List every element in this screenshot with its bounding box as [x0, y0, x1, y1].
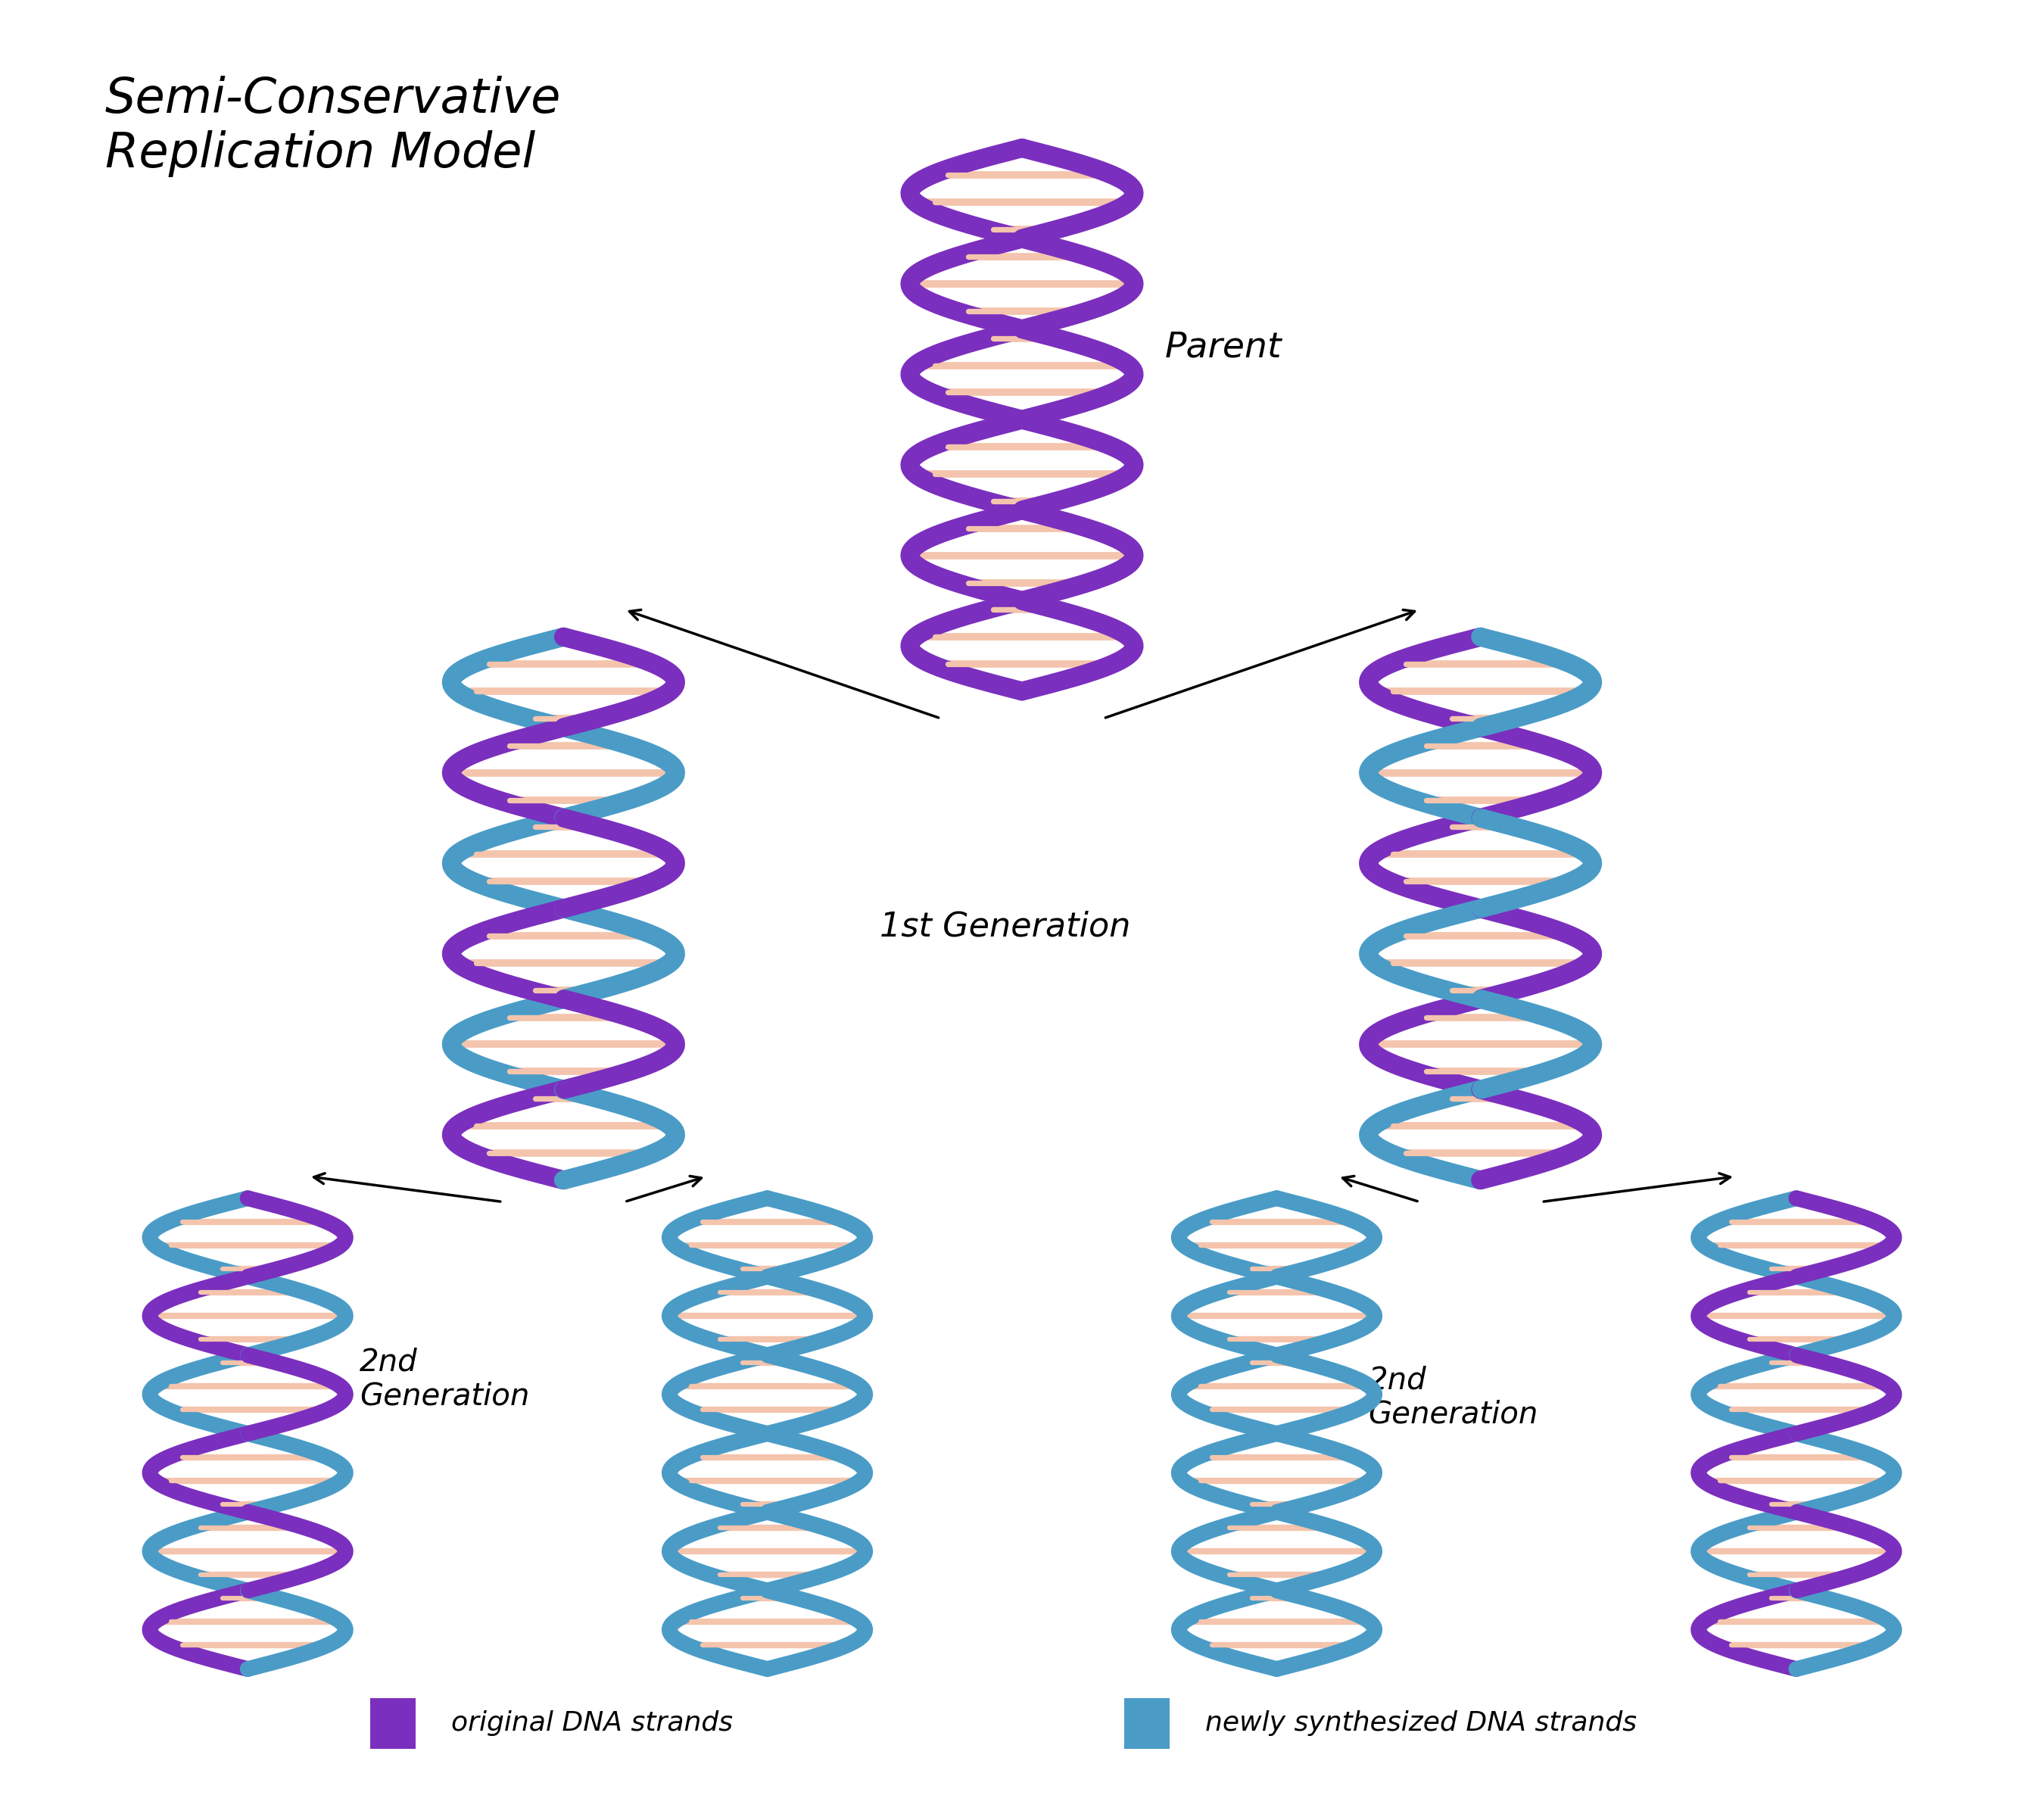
Bar	[370, 1697, 415, 1748]
Text: 2nd
Generation: 2nd Generation	[360, 1348, 529, 1412]
Text: Semi-Conservative
Replication Model: Semi-Conservative Replication Model	[104, 76, 560, 176]
Text: 1st Generation: 1st Generation	[879, 910, 1130, 943]
Text: newly synthesized DNA strands: newly synthesized DNA strands	[1206, 1710, 1637, 1737]
Bar	[1124, 1697, 1169, 1748]
Text: original DNA strands: original DNA strands	[452, 1710, 734, 1737]
Text: Parent: Parent	[1165, 331, 1282, 363]
Text: 2nd
Generation: 2nd Generation	[1367, 1366, 1539, 1430]
